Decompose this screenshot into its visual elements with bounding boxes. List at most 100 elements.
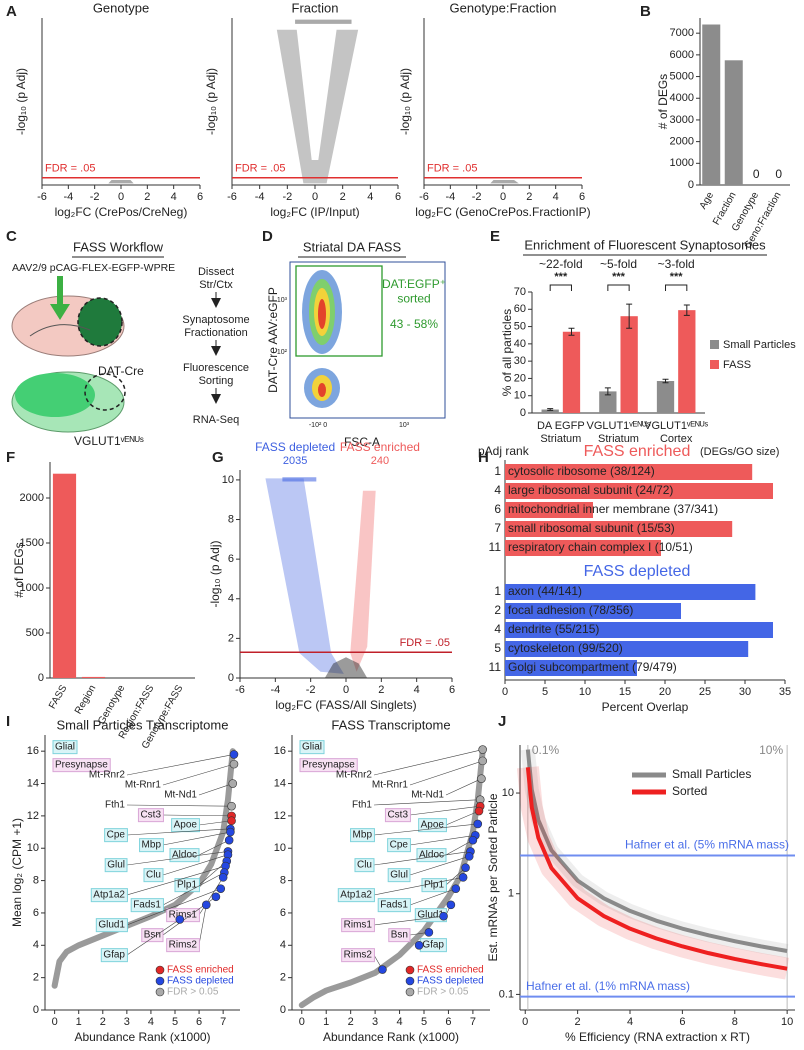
y-tick-label: 16 (27, 745, 39, 757)
error-bar-line (683, 304, 690, 316)
y-tick-label: 1000 (20, 582, 44, 594)
term-label: large ribosomal subunit (24/72) (508, 483, 673, 497)
panel-letter: G (212, 449, 224, 466)
bar (52, 473, 77, 678)
y-tick-label: 14 (27, 777, 39, 789)
x-tick-label: 30 (739, 686, 751, 698)
gene-label: Cpe (390, 840, 409, 851)
x-tick-label: Region (73, 683, 98, 716)
bar (541, 409, 559, 413)
legend-marker (405, 976, 415, 986)
series-line (525, 767, 788, 971)
y-tick-label: 5000 (670, 70, 694, 82)
y-tick-label: 10 (514, 390, 526, 402)
x-tick-label: 4 (396, 1016, 402, 1028)
legend-label: FASS enriched (417, 965, 484, 976)
gene-label: Rims2 (344, 950, 373, 961)
leader-line (162, 872, 225, 906)
leader-line (373, 823, 478, 836)
y-tick-label: 14 (274, 777, 286, 789)
x-axis-label: FSC-A (344, 435, 380, 449)
rank-label: 5 (494, 641, 501, 655)
group-header: FASS depleted (584, 563, 691, 580)
y-tick-label: 0 (520, 407, 526, 419)
fold-label: ~5-fold (600, 257, 637, 271)
bar (505, 660, 637, 676)
x-tick-label: 2 (575, 1016, 581, 1028)
x-tick-label: 4 (148, 1016, 154, 1028)
x-tick-label: 0 (52, 1016, 58, 1028)
threshold-label: FDR = .05 (400, 637, 450, 649)
brain-label: DAT-Cre (98, 364, 144, 378)
workflow-step: Synaptosome Fractionation (182, 314, 249, 339)
rank-label: 7 (494, 521, 501, 535)
bar (81, 676, 106, 678)
bar (505, 540, 661, 556)
rank-label: 4 (494, 483, 501, 497)
legend-swatch (710, 360, 719, 369)
gene-label: Aldoc (419, 850, 444, 861)
workflow-step: Fluorescence Sorting (183, 362, 249, 387)
panel-letter: F (6, 449, 15, 466)
term-label: respiratory chain complex I (10/51) (508, 540, 693, 554)
step-arrow (211, 298, 221, 308)
x-tick-label: 0 (500, 191, 506, 203)
term-label: focal adhesion (78/356) (508, 603, 633, 617)
cortex-region (15, 373, 95, 417)
gene-label: Clu (146, 870, 161, 881)
injection-arrow-head (50, 304, 70, 320)
y-tick-label: 10² (277, 349, 288, 356)
label-box (104, 828, 128, 843)
gene-point (474, 806, 484, 816)
label-box (388, 928, 411, 943)
label-box (299, 758, 358, 773)
leader-line (373, 749, 483, 776)
x-tick-label: 2 (144, 191, 150, 203)
legend-swatch (710, 340, 719, 349)
bar (620, 316, 638, 413)
y-tick-label: 2 (33, 972, 39, 984)
gene-point (477, 774, 486, 783)
gate-label: DAT:EGFP⁺ sorted (382, 277, 446, 305)
leader-line (373, 915, 444, 926)
leader-line (162, 814, 232, 817)
y-axis-label: Mean log₂ (CPM +1) (10, 818, 24, 927)
text-line: Cortex (660, 433, 693, 445)
gene-label: Bsn (144, 930, 161, 941)
gene-label: Mt-Nd1 (164, 790, 197, 801)
gene-label: Clu (357, 860, 372, 871)
leader-line (373, 851, 471, 866)
term-label: axon (44/141) (508, 584, 582, 598)
x-tick-label: 0 (118, 191, 124, 203)
y-tick-label: 4 (280, 939, 286, 951)
leader-line (126, 754, 235, 776)
x-tick-label: 4 (414, 684, 420, 696)
gene-label: Presynapse (55, 760, 108, 771)
y-tick-label: 1 (508, 888, 514, 900)
y-tick-label: 60 (514, 303, 526, 315)
rank-label: 2 (494, 603, 501, 617)
legend-marker (155, 965, 165, 975)
y-tick-label: 1500 (20, 537, 44, 549)
bar (505, 521, 733, 537)
point-cloud (276, 29, 359, 184)
panel-letter: H (478, 449, 489, 466)
striatum-region (77, 297, 123, 347)
y-tick-label: 10 (274, 842, 286, 854)
leader-line (409, 856, 470, 876)
x-tick-label: 6 (445, 1016, 451, 1028)
y-tick-label: 0.1 (499, 988, 514, 1000)
x-tick-label: 0 (502, 686, 508, 698)
leader-line (198, 877, 224, 916)
sort-gate (295, 265, 383, 357)
leader-line (409, 760, 483, 786)
reference-label: Hafner et al. (1% mRNA mass) (526, 979, 690, 993)
x-tick-label: VGLUT1ᵛᴱᴺᵁˢ Striatum (586, 420, 650, 445)
workflow-step: RNA-Seq (193, 414, 239, 426)
gene-label: Cst3 (140, 810, 161, 821)
legend-label: Sorted (672, 784, 707, 798)
chart-title: Genotype (93, 0, 149, 15)
label-box (143, 868, 164, 883)
error-bar-line (662, 378, 669, 384)
panel-letter: B (640, 3, 651, 20)
